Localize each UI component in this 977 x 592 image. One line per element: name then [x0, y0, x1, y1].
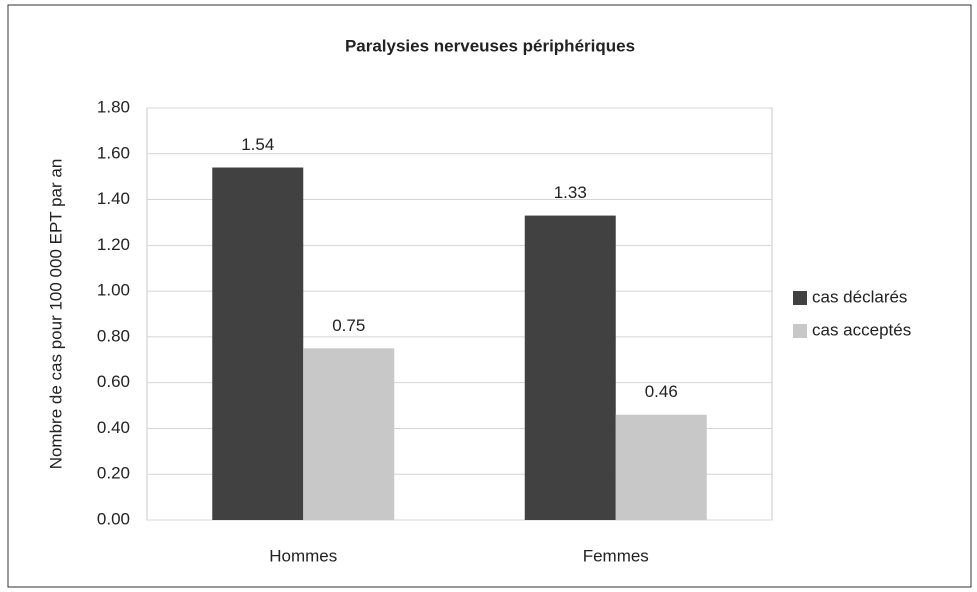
legend-label: cas acceptés: [812, 320, 911, 339]
bar: [524, 215, 616, 521]
legend-swatch: [793, 291, 807, 305]
legend-swatch: [793, 324, 807, 338]
bar: [615, 414, 707, 520]
y-tick-label: 0.40: [97, 418, 130, 437]
chart-title: Paralysies nerveuses périphériques: [345, 36, 635, 55]
value-label: 1.33: [554, 183, 587, 202]
value-label: 1.54: [241, 135, 274, 154]
y-tick-label: 1.80: [97, 97, 130, 116]
bar: [303, 348, 395, 520]
y-tick-label: 1.20: [97, 235, 130, 254]
chart-frame: [7, 4, 972, 588]
y-tick-label: 0.00: [97, 509, 130, 528]
y-tick-label: 1.40: [97, 189, 130, 208]
y-tick-label: 0.20: [97, 464, 130, 483]
bar: [212, 167, 304, 520]
x-tick-label: Femmes: [583, 546, 649, 565]
y-tick-label: 0.60: [97, 372, 130, 391]
value-label: 0.46: [645, 382, 678, 401]
value-label: 0.75: [332, 316, 365, 335]
y-tick-label: 1.00: [97, 281, 130, 300]
legend-label: cas déclarés: [812, 287, 907, 306]
x-tick-label: Hommes: [269, 546, 337, 565]
y-tick-label: 0.80: [97, 326, 130, 345]
y-axis-label: Nombre de cas pour 100 000 EPT par an: [46, 159, 65, 470]
y-tick-label: 1.60: [97, 143, 130, 162]
